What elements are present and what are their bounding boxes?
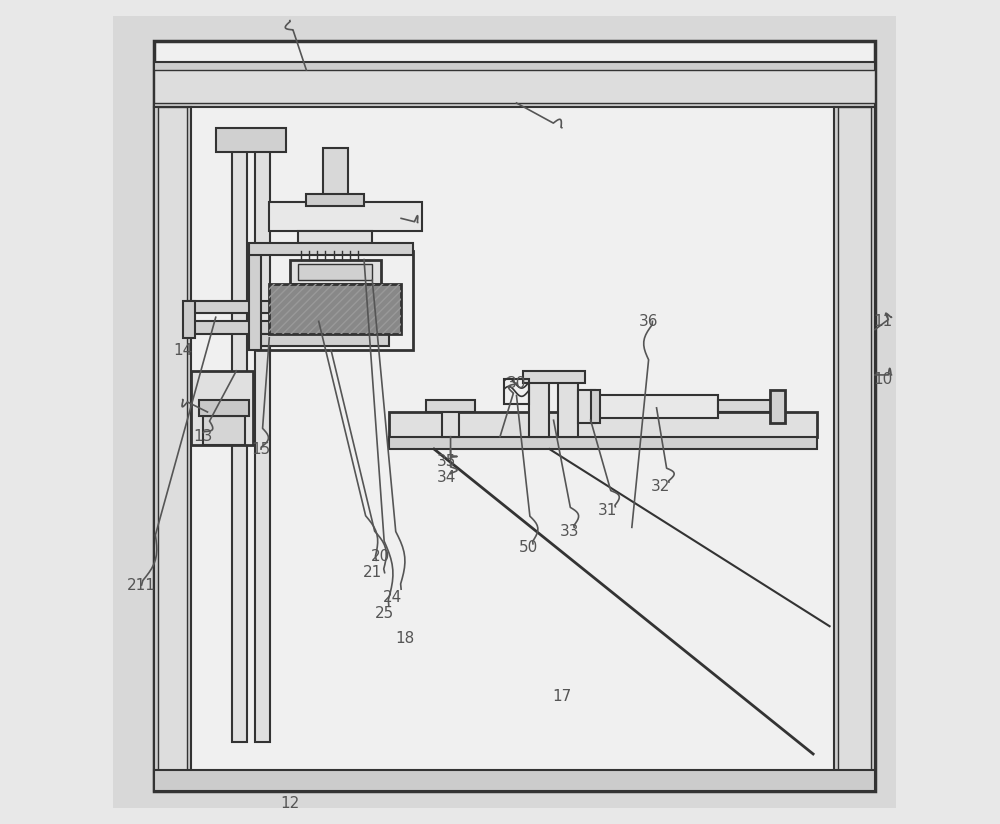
Text: 211: 211 xyxy=(127,578,156,592)
Bar xyxy=(154,770,875,791)
Text: 17: 17 xyxy=(552,689,571,704)
Text: 15: 15 xyxy=(251,442,271,456)
Text: 14: 14 xyxy=(173,343,192,358)
Bar xyxy=(389,412,817,437)
Bar xyxy=(838,107,871,791)
Bar xyxy=(216,128,286,152)
Text: 18: 18 xyxy=(396,631,415,646)
Bar xyxy=(595,395,718,418)
Bar xyxy=(298,264,372,280)
Bar xyxy=(298,231,372,251)
Bar xyxy=(834,107,875,791)
Bar xyxy=(718,400,772,412)
Text: 21: 21 xyxy=(363,565,382,580)
Bar xyxy=(257,251,413,350)
Text: 32: 32 xyxy=(651,479,670,494)
Bar xyxy=(249,334,389,346)
Bar xyxy=(529,379,549,437)
Text: 24: 24 xyxy=(383,590,403,605)
Bar xyxy=(442,404,459,437)
Bar xyxy=(249,251,261,350)
Text: 34: 34 xyxy=(437,471,456,485)
Bar xyxy=(591,390,600,423)
Text: 35: 35 xyxy=(437,454,456,469)
Bar xyxy=(269,202,422,231)
Bar xyxy=(154,70,875,103)
Text: 20: 20 xyxy=(371,549,390,564)
Text: 10: 10 xyxy=(874,372,893,386)
Bar xyxy=(249,243,413,255)
Bar xyxy=(183,301,195,338)
Text: 13: 13 xyxy=(194,429,213,444)
Bar xyxy=(187,321,278,334)
Text: 11: 11 xyxy=(874,314,893,329)
Bar xyxy=(323,148,348,202)
Bar xyxy=(523,371,585,383)
Bar xyxy=(203,416,245,445)
Bar xyxy=(426,400,475,412)
Bar xyxy=(255,140,270,742)
Text: 25: 25 xyxy=(375,606,394,621)
Bar xyxy=(199,400,249,416)
Bar xyxy=(269,284,401,334)
Text: 36: 36 xyxy=(639,314,658,329)
Bar xyxy=(154,107,191,791)
Text: 50: 50 xyxy=(519,541,538,555)
Text: 33: 33 xyxy=(560,524,580,539)
Bar xyxy=(770,390,785,423)
Bar xyxy=(578,390,595,423)
Bar xyxy=(232,140,247,742)
Bar xyxy=(389,437,817,449)
Bar xyxy=(187,301,278,313)
Bar xyxy=(290,260,381,284)
Bar xyxy=(306,194,364,206)
Bar xyxy=(558,379,578,437)
Bar xyxy=(191,371,253,445)
Text: 31: 31 xyxy=(597,503,617,518)
Bar xyxy=(158,107,187,791)
Bar xyxy=(154,62,875,107)
Text: 12: 12 xyxy=(280,796,300,811)
Bar xyxy=(269,284,401,334)
Bar xyxy=(154,41,875,791)
Bar xyxy=(504,379,529,404)
Text: 30: 30 xyxy=(507,376,526,391)
